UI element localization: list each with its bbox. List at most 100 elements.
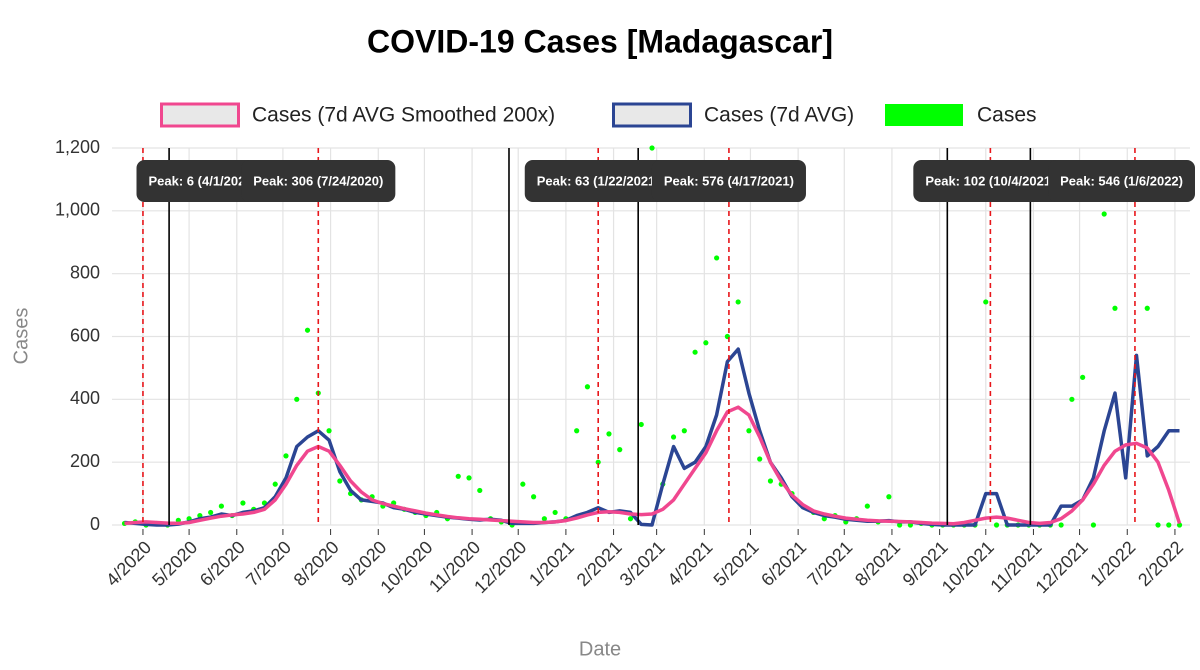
data-point xyxy=(864,503,870,509)
data-point xyxy=(714,255,720,261)
data-point xyxy=(337,478,343,484)
data-point xyxy=(735,299,741,305)
y-tick-label: 800 xyxy=(70,262,100,282)
annotation-text: Peak: 546 (1/6/2022) xyxy=(1060,173,1183,188)
data-point xyxy=(757,456,763,462)
y-tick-label: 400 xyxy=(70,388,100,408)
x-tick-label: 7/2021 xyxy=(803,537,856,590)
annotation: Peak: 102 (10/4/2021) xyxy=(913,160,1068,202)
x-tick-label: 1/2022 xyxy=(1086,537,1139,590)
x-tick-label: 2/2022 xyxy=(1134,537,1187,590)
data-point xyxy=(455,473,461,479)
x-tick-label: 8/2020 xyxy=(290,537,343,590)
legend-swatch xyxy=(885,104,963,126)
data-point xyxy=(670,434,677,440)
data-point xyxy=(1144,305,1150,311)
annotation-box xyxy=(913,160,1068,202)
data-point xyxy=(692,349,698,355)
x-tick-label: 12/2020 xyxy=(470,537,530,597)
data-point xyxy=(649,145,655,151)
x-tick-label: 8/2021 xyxy=(851,537,904,590)
y-tick-label: 600 xyxy=(70,325,100,345)
x-tick-label: 12/2021 xyxy=(1032,537,1092,597)
annotation: Peak: 63 (1/22/2021) xyxy=(524,160,672,202)
y-tick-label: 1,000 xyxy=(55,200,100,220)
data-point xyxy=(1090,522,1097,528)
legend-label: Cases (7d AVG) xyxy=(704,104,854,127)
x-tick-label: 6/2021 xyxy=(757,537,810,590)
data-point xyxy=(272,481,278,487)
x-tick-label: 1/2021 xyxy=(525,537,578,590)
annotation: Peak: 546 (1/6/2022) xyxy=(1048,160,1195,202)
data-point xyxy=(897,522,903,528)
data-point xyxy=(304,327,311,333)
annotation-text: Peak: 6 (4/1/2020) xyxy=(149,173,257,188)
annotation-text: Peak: 102 (10/4/2021) xyxy=(925,173,1055,188)
x-tick-label: 10/2020 xyxy=(376,537,436,597)
annotation-text: Peak: 63 (1/22/2021) xyxy=(537,173,660,188)
x-tick-label: 4/2020 xyxy=(102,537,155,590)
x-tick-label: 6/2020 xyxy=(196,537,249,590)
chart-title: COVID-19 Cases [Madagascar] xyxy=(367,23,833,59)
data-point xyxy=(703,340,709,346)
data-point xyxy=(326,428,332,434)
data-point xyxy=(1101,211,1107,217)
data-point xyxy=(681,428,687,434)
data-point xyxy=(520,481,526,487)
data-point xyxy=(993,522,1000,528)
x-tick-label: 5/2021 xyxy=(710,537,763,590)
data-point xyxy=(1155,522,1161,528)
data-point xyxy=(477,487,483,494)
data-point xyxy=(584,384,591,390)
data-point xyxy=(767,478,774,484)
y-axis-label: Cases xyxy=(10,308,32,365)
x-tick-label: 10/2021 xyxy=(938,537,998,597)
annotation-text: Peak: 306 (7/24/2020) xyxy=(253,173,383,188)
series-line xyxy=(124,405,1182,526)
legend-label: Cases xyxy=(977,104,1037,127)
data-point xyxy=(886,494,892,500)
data-point xyxy=(1069,396,1075,402)
data-point xyxy=(1112,305,1118,311)
data-point xyxy=(552,509,558,516)
data-point xyxy=(541,516,547,522)
x-tick-label: 2/2021 xyxy=(573,537,626,590)
y-tick-label: 1,200 xyxy=(55,137,100,157)
annotation: Peak: 6 (4/1/2020) xyxy=(136,160,269,202)
annotation-box xyxy=(651,160,806,202)
legend-label: Cases (7d AVG Smoothed 200x) xyxy=(252,104,555,127)
data-point xyxy=(466,475,472,481)
data-point xyxy=(1058,522,1064,528)
data-point xyxy=(218,503,224,509)
data-point xyxy=(208,509,214,516)
data-point xyxy=(574,428,580,434)
annotation-box xyxy=(241,160,396,202)
data-point xyxy=(294,396,300,402)
annotation-box xyxy=(1048,160,1195,202)
data-point xyxy=(606,431,612,437)
data-point xyxy=(746,428,752,434)
data-point xyxy=(283,453,289,459)
y-tick-label: 200 xyxy=(70,451,100,471)
data-point xyxy=(617,447,623,453)
legend-swatch xyxy=(612,102,692,128)
data-point xyxy=(1080,374,1086,380)
series-line xyxy=(124,347,1180,527)
legend-swatch xyxy=(160,102,240,128)
x-tick-label: 3/2021 xyxy=(616,537,669,590)
x-tick-label: 5/2020 xyxy=(148,537,201,590)
data-point xyxy=(1166,522,1172,528)
annotation: Peak: 306 (7/24/2020) xyxy=(241,160,396,202)
data-point xyxy=(638,421,644,428)
data-point xyxy=(531,494,537,500)
data-point xyxy=(983,299,989,305)
data-point xyxy=(627,516,634,522)
data-point xyxy=(240,500,246,506)
x-axis-label: Date xyxy=(579,638,621,660)
x-tick-label: 4/2021 xyxy=(663,537,716,590)
data-point xyxy=(595,459,601,465)
annotation-text: Peak: 576 (4/17/2021) xyxy=(664,173,794,188)
annotation: Peak: 576 (4/17/2021) xyxy=(651,160,806,202)
annotation-box xyxy=(136,160,269,202)
